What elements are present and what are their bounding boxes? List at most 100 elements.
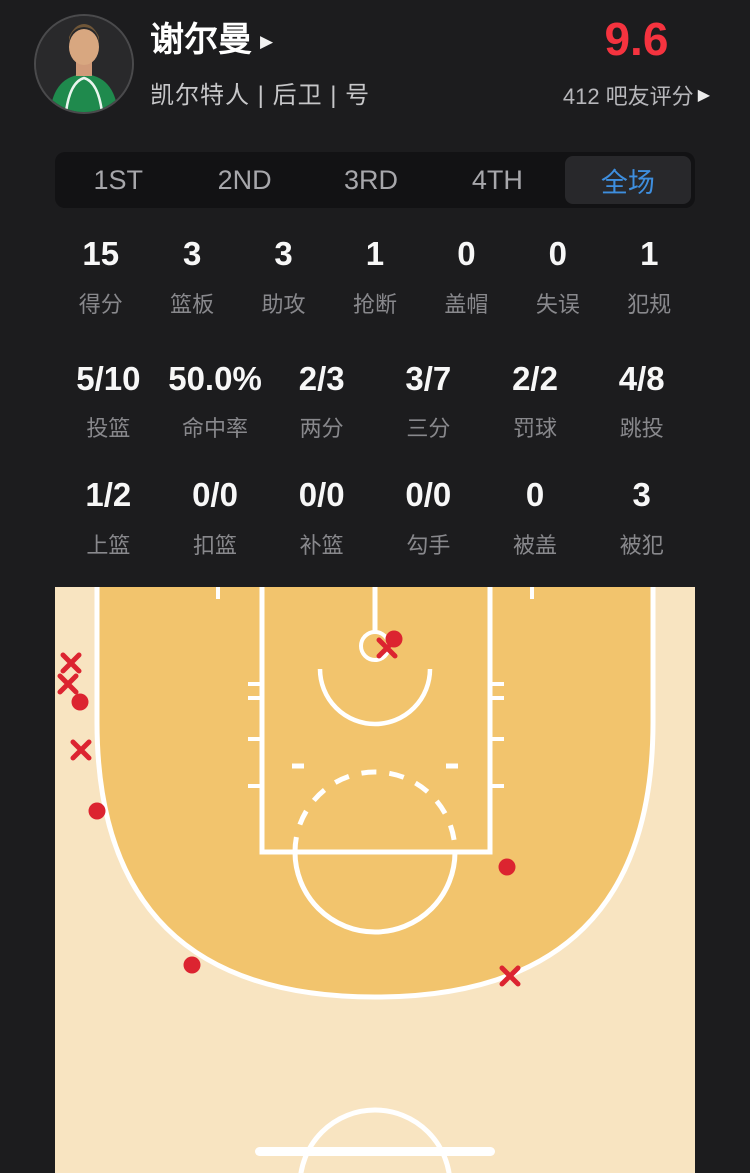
court-svg	[55, 586, 695, 1173]
stat-points-label: 得分	[78, 291, 123, 317]
shot-make-dot	[71, 693, 89, 711]
three-point-line	[94, 586, 656, 1000]
stat-dunks: 0/0 扣篮	[162, 475, 269, 560]
shot-miss-x	[499, 965, 521, 987]
stat-hook-shots-label: 勾手	[406, 532, 451, 558]
stat-free-throws-label: 罚球	[513, 416, 558, 442]
stat-blocks-value: 0	[457, 235, 476, 272]
stat-fouled-value: 3	[632, 476, 651, 514]
caret-right-icon: ▶	[260, 31, 274, 51]
stat-blocks: 0 盖帽	[421, 234, 512, 319]
stat-field-goals-label: 投篮	[86, 416, 131, 442]
tab-1st[interactable]: 1ST	[93, 164, 143, 195]
shot-make-dot	[88, 802, 106, 820]
tab-4th[interactable]: 4TH	[471, 164, 523, 195]
stat-fouled: 3 被犯	[588, 475, 695, 560]
stat-assists-value: 3	[274, 235, 293, 272]
shot-make-dot	[498, 858, 516, 876]
shot-marks	[57, 630, 521, 987]
stats-panel: 15 得分 3 篮板 3 助攻 1 抢断 0 盖帽 0 失误 1 犯规 5/10 投篮 50.0% 命中率 2/3 两…	[0, 234, 750, 560]
stat-fouls: 1 犯规	[604, 234, 695, 319]
stat-field-goals-value: 5/10	[76, 359, 141, 397]
fan-rating-link[interactable]: 412 吧友评分 ▶	[563, 79, 710, 111]
stat-jump-shots-value: 4/8	[618, 359, 665, 397]
stat-putbacks-value: 0/0	[298, 476, 345, 514]
stat-got-blocked: 0 被盖	[482, 475, 589, 560]
stat-assists: 3 助攻	[238, 234, 329, 319]
shot-miss-x	[70, 739, 92, 761]
court-inside-area	[97, 586, 653, 997]
stat-got-blocked-label: 被盖	[513, 532, 558, 558]
shot-miss-x	[60, 652, 82, 674]
stat-steals-label: 抢断	[352, 291, 397, 317]
free-throw-circle-top	[292, 769, 458, 852]
stat-fg-percent-value: 50.0%	[168, 359, 262, 397]
stat-rebounds-label: 篮板	[170, 291, 215, 317]
stat-three-pointers-value: 3/7	[405, 359, 452, 397]
stat-turnovers: 0 失误	[512, 234, 603, 319]
stat-turnovers-value: 0	[548, 235, 567, 272]
stat-two-pointers: 2/3 两分	[268, 359, 375, 444]
stat-free-throws: 2/2 罚球	[482, 359, 589, 444]
center-circle	[298, 1107, 452, 1173]
stat-putbacks: 0/0 补篮	[268, 475, 375, 560]
stat-jump-shots: 4/8 跳投	[588, 359, 695, 444]
stat-got-blocked-value: 0	[525, 476, 545, 514]
home-indicator[interactable]	[255, 1147, 495, 1156]
stat-blocks-label: 盖帽	[444, 291, 489, 317]
stat-layups-label: 上篮	[86, 532, 131, 558]
stat-points-value: 15	[82, 235, 120, 272]
tab-3rd[interactable]: 3RD	[344, 164, 399, 195]
stat-fg-percent-label: 命中率	[182, 416, 249, 442]
player-photo	[36, 16, 132, 112]
lane-hash-marks	[216, 586, 534, 788]
rating-block: 9.6 412 吧友评分 ▶	[563, 14, 710, 111]
stat-layups: 1/2 上篮	[55, 475, 162, 560]
stat-three-pointers-label: 三分	[406, 416, 451, 442]
tab-full-game[interactable]: 全场	[564, 156, 692, 204]
stat-turnovers-label: 失误	[535, 291, 580, 317]
player-identity: 谢尔曼 ▶ 凯尔特人 | 后卫 | 号	[150, 14, 563, 110]
stat-hook-shots-value: 0/0	[405, 476, 452, 514]
stat-dunks-label: 扣篮	[193, 532, 238, 558]
shot-make-dot	[183, 956, 201, 974]
stat-assists-label: 助攻	[261, 291, 306, 317]
shot-chart	[55, 586, 695, 1173]
stat-fouled-label: 被犯	[619, 532, 664, 558]
stat-fouls-value: 1	[640, 235, 659, 272]
stat-field-goals: 5/10 投篮	[55, 359, 162, 444]
stats-row-1: 15 得分 3 篮板 3 助攻 1 抢断 0 盖帽 0 失误 1 犯规	[0, 234, 750, 319]
shot-make-dot	[385, 630, 403, 648]
court-lines	[94, 586, 656, 1173]
stats-row-2: 5/10 投篮 50.0% 命中率 2/3 两分 3/7 三分 2/2 罚球 4/8 跳投	[0, 359, 750, 444]
stat-two-pointers-label: 两分	[299, 416, 344, 442]
player-avatar[interactable]	[34, 14, 134, 114]
stat-points: 15 得分	[55, 234, 146, 319]
fan-rating-text: 412 吧友评分	[562, 83, 694, 109]
key-lane	[259, 586, 493, 855]
stat-dunks-value: 0/0	[192, 476, 238, 514]
player-team-info: 凯尔特人 | 后卫 | 号	[150, 82, 371, 110]
free-throw-circle-bottom	[292, 851, 458, 935]
stat-putbacks-label: 补篮	[299, 532, 344, 558]
stat-layups-value: 1/2	[85, 476, 132, 514]
rating-score: 9.6	[604, 13, 669, 65]
shot-miss-x	[57, 673, 79, 695]
restricted-arc	[317, 668, 433, 727]
stat-fg-percent: 50.0% 命中率	[162, 359, 269, 444]
stat-jump-shots-label: 跳投	[619, 416, 664, 442]
caret-right-icon: ▶	[697, 86, 710, 104]
player-name[interactable]: 谢尔曼 ▶	[150, 21, 563, 59]
tab-2nd[interactable]: 2ND	[217, 164, 272, 195]
player-name-text: 谢尔曼	[150, 21, 252, 59]
player-header: 谢尔曼 ▶ 凯尔特人 | 后卫 | 号 9.6 412 吧友评分 ▶	[0, 0, 750, 114]
stats-row-3: 1/2 上篮 0/0 扣篮 0/0 补篮 0/0 勾手 0 被盖 3 被犯	[0, 475, 750, 560]
stat-hook-shots: 0/0 勾手	[375, 475, 482, 560]
quarter-tab-bar: 1ST 2ND 3RD 4TH 全场	[55, 152, 695, 208]
stat-fouls-label: 犯规	[627, 291, 672, 317]
stat-two-pointers-value: 2/3	[298, 359, 345, 397]
stat-free-throws-value: 2/2	[512, 359, 558, 397]
stat-steals: 1 抢断	[329, 234, 420, 319]
stat-rebounds: 3 篮板	[146, 234, 237, 319]
